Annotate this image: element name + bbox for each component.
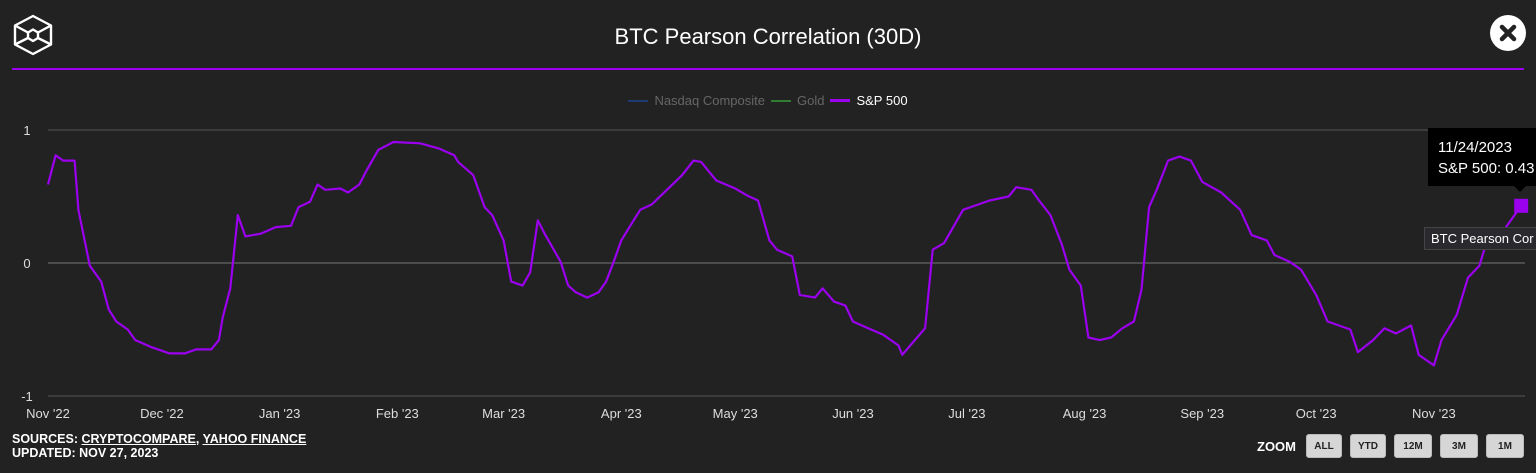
x-tick-label: Mar '23 bbox=[482, 406, 525, 421]
x-tick-label: Aug '23 bbox=[1063, 406, 1107, 421]
zoom-3m-button[interactable]: 3M bbox=[1440, 434, 1478, 458]
zoom-all-button[interactable]: ALL bbox=[1306, 434, 1342, 458]
x-tick-label: Oct '23 bbox=[1296, 406, 1337, 421]
legend-swatch bbox=[830, 99, 851, 102]
x-tick-label: Nov '23 bbox=[1412, 406, 1456, 421]
separator: , bbox=[195, 432, 200, 446]
highlighted-point-marker bbox=[1514, 198, 1529, 213]
x-tick-label: May '23 bbox=[713, 406, 758, 421]
zoom-1m-button[interactable]: 1M bbox=[1486, 434, 1524, 458]
legend-swatch bbox=[771, 99, 791, 102]
updated-date: UPDATED: NOV 27, 2023 bbox=[12, 446, 159, 460]
legend-label: Gold bbox=[797, 93, 825, 108]
chart-legend: Nasdaq Composite Gold S&P 500 bbox=[0, 93, 1536, 108]
legend-item-nasdaq[interactable]: Nasdaq Composite bbox=[628, 93, 765, 108]
x-tick-label: Apr '23 bbox=[601, 406, 642, 421]
chart-title: BTC Pearson Correlation (30D) bbox=[614, 24, 922, 49]
source-link-cryptocompare[interactable]: CRYPTOCOMPARE bbox=[81, 432, 196, 446]
legend-label: Nasdaq Composite bbox=[654, 93, 765, 108]
x-tick-label: Feb '23 bbox=[376, 406, 419, 421]
legend-item-gold[interactable]: Gold bbox=[771, 93, 824, 108]
zoom-ytd-button[interactable]: YTD bbox=[1350, 434, 1386, 458]
tooltip-value: S&P 500: 0.43 bbox=[1438, 160, 1535, 177]
close-button[interactable] bbox=[1490, 15, 1526, 51]
header-divider bbox=[12, 68, 1524, 70]
y-tick-label: -1 bbox=[21, 389, 33, 404]
series-hover-label: BTC Pearson Cor bbox=[1424, 227, 1536, 250]
x-tick-label: Jan '23 bbox=[259, 406, 301, 421]
close-icon bbox=[1499, 24, 1517, 42]
chart-tooltip: 11/24/2023 S&P 500: 0.43 bbox=[1428, 128, 1536, 192]
correlation-chart[interactable]: 1 0 -1 Nov '22 Dec '22 Jan '23 Feb '23 Mar '23 A… bbox=[0, 0, 1536, 430]
tooltip-date: 11/24/2023 bbox=[1438, 139, 1512, 156]
zoom-controls: ZOOM ALL YTD 12M 3M 1M bbox=[1257, 434, 1524, 458]
source-link-yahoo-finance[interactable]: YAHOO FINANCE bbox=[202, 432, 307, 446]
series-line-sp500 bbox=[46, 140, 1523, 367]
x-tick-label: Nov '22 bbox=[26, 406, 70, 421]
legend-swatch bbox=[628, 99, 649, 102]
zoom-12m-button[interactable]: 12M bbox=[1394, 434, 1432, 458]
y-tick-label: 0 bbox=[23, 256, 30, 271]
x-tick-label: Dec '22 bbox=[140, 406, 184, 421]
chart-footer: SOURCES: CRYPTOCOMPARE, YAHOO FINANCE UP… bbox=[12, 432, 306, 460]
x-tick-label: Sep '23 bbox=[1180, 406, 1224, 421]
legend-label: S&P 500 bbox=[856, 93, 908, 108]
x-tick-label: Jun '23 bbox=[832, 406, 874, 421]
legend-item-sp500[interactable]: S&P 500 bbox=[830, 93, 908, 108]
x-tick-label: Jul '23 bbox=[948, 406, 985, 421]
sources-label: SOURCES: bbox=[12, 432, 78, 446]
zoom-label: ZOOM bbox=[1257, 438, 1296, 454]
y-tick-label: 1 bbox=[23, 123, 30, 138]
cube-logo-icon bbox=[13, 14, 53, 56]
